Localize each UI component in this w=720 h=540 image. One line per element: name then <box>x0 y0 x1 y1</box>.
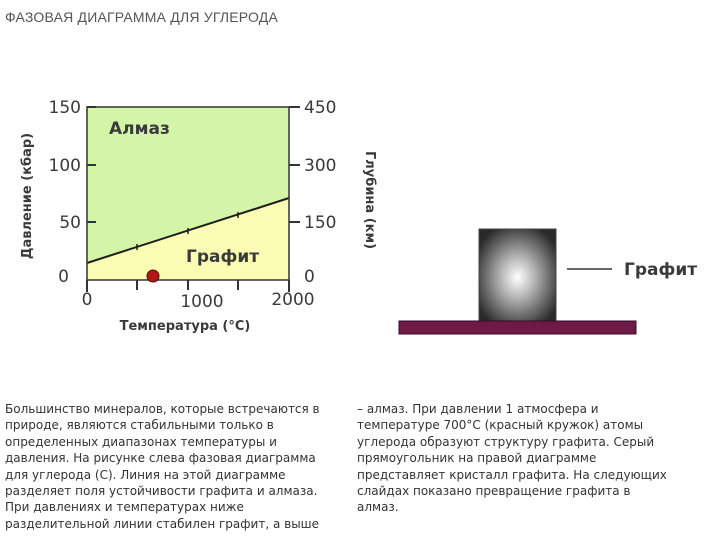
right-tick-label: 300 <box>304 156 336 176</box>
description-line: температуре 700°С (красный кружок) атомы <box>357 418 644 433</box>
description-line: При давлениях и температурах ниже <box>5 500 244 515</box>
bottom-axis-ticks <box>86 280 290 292</box>
description-right-column: – алмаз. При давлении 1 атмосфера и темп… <box>357 401 692 516</box>
description-line: – алмаз. При давлении 1 атмосфера и <box>357 402 599 416</box>
graphite-crystal <box>478 228 557 323</box>
right-tick-label: 150 <box>304 213 336 233</box>
diamond-field <box>87 107 289 263</box>
description-line: слайдах показано превращение графита в <box>357 484 631 499</box>
slide-title: ФАЗОВАЯ ДИАГРАММА ДЛЯ УГЛЕРОДА <box>5 9 278 25</box>
left-tick-label: 150 <box>49 98 81 118</box>
description-line: алмаз. <box>357 500 399 515</box>
x-tick-label: 0 <box>82 290 93 310</box>
description-line: давления. На рисунке слева фазовая диагр… <box>5 451 316 466</box>
left-tick-label: 100 <box>49 156 81 176</box>
left-tick-label: 50 <box>59 213 81 233</box>
graphite-field <box>87 198 289 280</box>
description-line: прямоугольник на правой диаграмме <box>357 451 597 466</box>
right-axis-ticks <box>289 106 300 223</box>
right-tick-label: 450 <box>304 98 336 118</box>
description-line: разделительной линии стабилен графит, а … <box>5 516 320 531</box>
condition-marker <box>146 269 160 283</box>
x-tick-label: 1000 <box>180 292 223 312</box>
right-axis-label: Глубина (км) <box>362 151 377 249</box>
graphite-region-label: Графит <box>186 247 259 267</box>
description-line: разделяет поля устойчивости графита и ал… <box>5 484 318 499</box>
diamond-region-label: Алмаз <box>109 119 170 139</box>
left-axis-ticks <box>87 106 96 223</box>
x-axis-label: Температура (°С) <box>120 319 251 334</box>
description-line: Большинство минералов, которые встречают… <box>5 402 320 416</box>
description-line: углерода образуют структуру графита. Сер… <box>357 434 655 449</box>
description-line: природе, являются стабильными только в <box>5 418 274 433</box>
crystal-substrate <box>398 320 637 335</box>
description-line: представляет кристалл графита. На следую… <box>357 467 667 482</box>
right-tick-label: 0 <box>304 267 315 287</box>
crystal-label: Графит <box>624 260 697 280</box>
description-line: определенных диапазонах температуры и <box>5 434 277 449</box>
boundary-ticks <box>136 212 239 250</box>
left-axis-label: Давление (кбар) <box>20 133 35 259</box>
left-tick-label: 0 <box>58 267 69 287</box>
x-tick-label: 2000 <box>271 290 314 310</box>
description-left-column: Большинство минералов, которые встречают… <box>5 401 340 532</box>
phase-diagram-figure: 150 100 50 0 450 300 150 0 0 1000 2000 Т… <box>20 98 697 335</box>
description-line: для углерода (С). Линия на этой диаграмм… <box>5 467 286 482</box>
